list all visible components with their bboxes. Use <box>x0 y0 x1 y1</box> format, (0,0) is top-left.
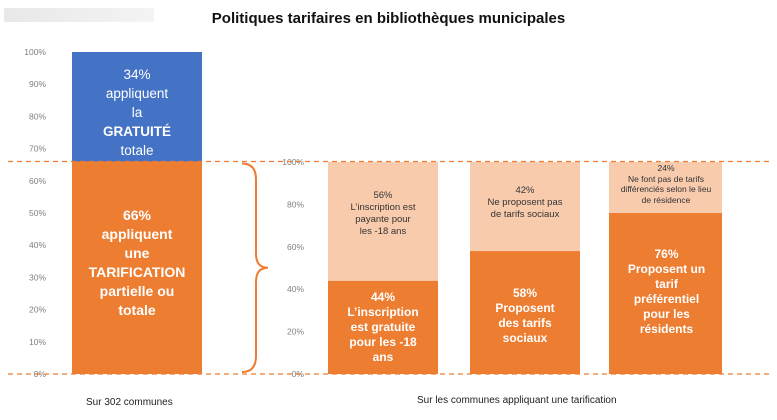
left-caption: Sur 302 communes <box>86 397 173 408</box>
left-y-tick-label: 50% <box>29 208 46 218</box>
left-y-tick-label: 90% <box>29 79 46 89</box>
left-y-tick-label: 80% <box>29 111 46 121</box>
right-caption: Sur les communes appliquant une tarifica… <box>417 395 617 406</box>
right-bar-no <box>328 162 438 281</box>
right-y-tick-label: 60% <box>287 242 304 252</box>
left-y-tick-label: 70% <box>29 144 46 154</box>
bar3-top-label: 24% Ne font pas de tarifs différenciés s… <box>620 163 712 205</box>
right-y-tick-label: 20% <box>287 327 304 337</box>
left-y-tick-label: 40% <box>29 240 46 250</box>
bar1-bottom-label: 44% L’inscription est gratuite pour les … <box>347 290 419 364</box>
left-y-tick-label: 20% <box>29 305 46 315</box>
bar2-top-label: 42% Ne proposent pas de tarifs sociaux <box>487 185 563 220</box>
blurred-logo <box>4 8 154 22</box>
left-y-tick-label: 0% <box>34 369 47 379</box>
right-bar-yes <box>609 212 722 374</box>
right-bar-yes <box>470 251 580 374</box>
right-bar-yes <box>328 280 438 374</box>
right-bar-no <box>470 162 580 252</box>
left-y-tick-label: 30% <box>29 272 46 282</box>
right-bar-no <box>609 162 722 213</box>
chart-title: Politiques tarifaires en bibliothèques m… <box>211 10 566 27</box>
bar3-bottom-label: 76% Proposent un tarif préférentiel pour… <box>627 247 706 336</box>
left-bar-gratuite <box>72 52 202 162</box>
left-bar-tarification <box>72 161 202 374</box>
left-y-tick-label: 10% <box>29 337 46 347</box>
right-y-tick-label: 40% <box>287 284 304 294</box>
left-y-tick-label: 60% <box>29 176 46 186</box>
left-blue-label: 34% appliquent la GRATUITÉ totale <box>103 67 171 158</box>
left-y-tick-label: 100% <box>24 47 46 57</box>
right-y-tick-label: 80% <box>287 199 304 209</box>
bar1-top-label: 56% L’inscription est payante pour les -… <box>350 190 416 237</box>
bar2-bottom-label: 58% Proposent des tarifs sociaux <box>495 286 555 345</box>
curly-brace <box>241 162 269 373</box>
left-orange-label: 66% appliquent une TARIFICATION partiell… <box>88 207 186 318</box>
right-y-tick-label: 100% <box>282 157 304 167</box>
